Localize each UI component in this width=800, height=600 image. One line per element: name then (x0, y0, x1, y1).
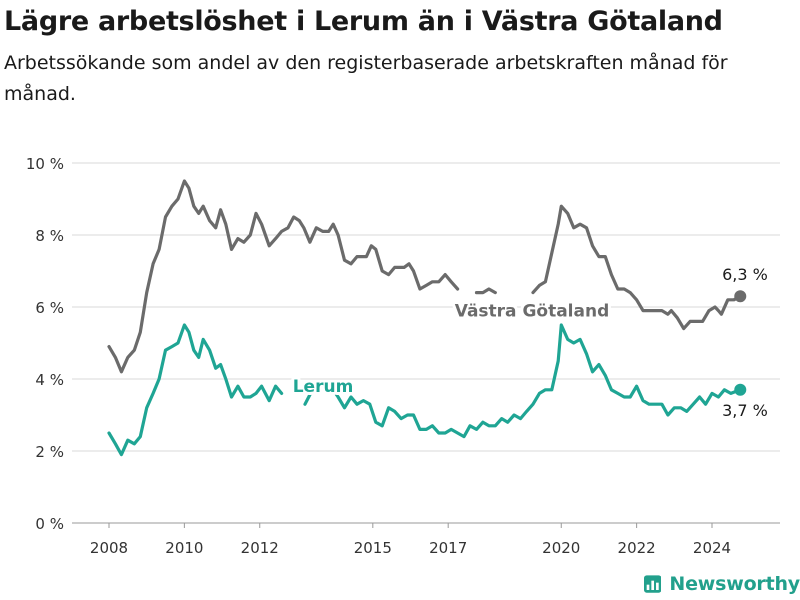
series-line-vastra-gotaland (531, 204, 742, 331)
end-label-lerum-halo: 3,7 % (722, 401, 768, 420)
y-tick-label: 8 % (35, 227, 64, 245)
x-tick-label: 2010 (165, 539, 203, 557)
y-tick-label: 10 % (26, 155, 64, 173)
series-line-lerum (107, 323, 284, 457)
series-label-vastra-gotaland: Västra Götaland (455, 302, 610, 322)
series-line-lerum (331, 323, 742, 439)
x-axis: 2008 2010 2012 2015 2017 2020 2022 2024 (72, 522, 780, 557)
x-tick-label: 2008 (90, 539, 128, 557)
y-tick-label: 0 % (35, 515, 64, 533)
x-tick-label: 2020 (542, 539, 580, 557)
x-tick-label: 2015 (354, 539, 392, 557)
series-line-lerum (303, 391, 313, 406)
y-tick-label: 6 % (35, 299, 64, 317)
y-tick-label: 2 % (35, 443, 64, 461)
y-axis-tick-labels: 0 % 2 % 4 % 6 % 8 % 10 % (26, 155, 64, 533)
chart-title: Lägre arbetslöshet i Lerum än i Västra G… (4, 6, 723, 37)
x-tick-label: 2012 (241, 539, 279, 557)
series-line-vastra-gotaland (474, 287, 497, 295)
y-tick-label: 4 % (35, 371, 64, 389)
end-point-vastra-gotaland (734, 290, 747, 303)
end-label-lerum: 3,7 % (722, 401, 768, 420)
end-label-vastra-gotaland-halo: 6,3 % (722, 265, 768, 284)
brand-name: Newsworthy (669, 573, 800, 595)
end-label-vastra-gotaland: 6,3 % (722, 265, 768, 284)
end-point-lerum (734, 383, 747, 396)
series-label-lerum: Lerum (293, 377, 354, 397)
series-lines (107, 179, 747, 457)
chart-subtitle: Arbetssökande som andel av den registerb… (4, 52, 728, 105)
bar-chart-icon (644, 575, 662, 593)
x-tick-label: 2022 (618, 539, 656, 557)
x-tick-label: 2017 (429, 539, 467, 557)
x-tick-label: 2024 (693, 539, 731, 557)
newsworthy-logo: Newsworthy (644, 568, 800, 600)
series-line-vastra-gotaland (107, 179, 460, 374)
series-label-lerum-halo: Lerum (293, 377, 354, 397)
series-label-vastra-gotaland-halo: Västra Götaland (455, 302, 610, 322)
